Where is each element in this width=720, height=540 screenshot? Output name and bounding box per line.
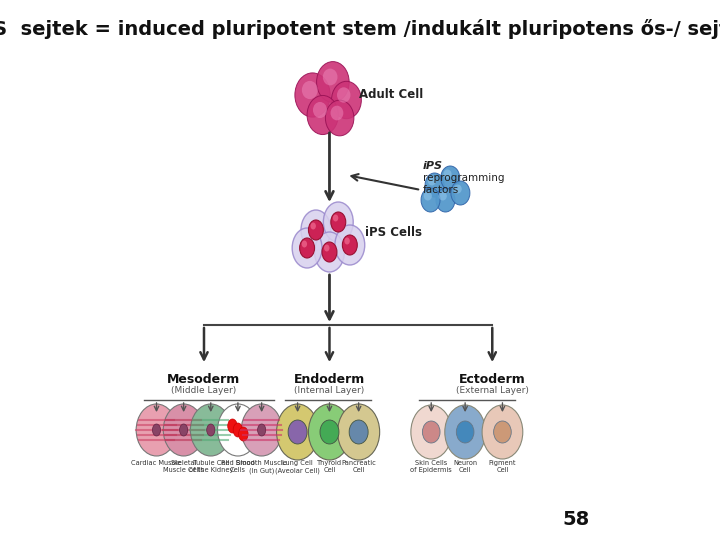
Text: Cardiac Muscle: Cardiac Muscle bbox=[131, 460, 181, 466]
Ellipse shape bbox=[241, 404, 282, 456]
Ellipse shape bbox=[190, 404, 231, 456]
Text: Thyroid
Cell: Thyroid Cell bbox=[317, 460, 342, 473]
Ellipse shape bbox=[425, 173, 444, 197]
Text: (Internal Layer): (Internal Layer) bbox=[294, 386, 364, 395]
Ellipse shape bbox=[300, 238, 315, 258]
Text: Neuron
Cell: Neuron Cell bbox=[453, 460, 477, 473]
Ellipse shape bbox=[451, 181, 470, 205]
Ellipse shape bbox=[324, 245, 330, 252]
Text: Mesoderm: Mesoderm bbox=[167, 373, 240, 386]
Text: factors: factors bbox=[423, 185, 459, 195]
Ellipse shape bbox=[330, 212, 346, 232]
Ellipse shape bbox=[335, 225, 365, 265]
Ellipse shape bbox=[421, 188, 440, 212]
Ellipse shape bbox=[301, 210, 330, 250]
Ellipse shape bbox=[344, 238, 350, 245]
Ellipse shape bbox=[295, 73, 330, 117]
Text: Adult Cell: Adult Cell bbox=[359, 89, 423, 102]
Ellipse shape bbox=[456, 421, 474, 443]
Text: Skeletal
Muscle Cells: Skeletal Muscle Cells bbox=[163, 460, 204, 473]
Ellipse shape bbox=[136, 404, 177, 456]
Text: Tubule Cell
of the Kidney: Tubule Cell of the Kidney bbox=[189, 460, 233, 473]
Ellipse shape bbox=[330, 106, 343, 120]
Ellipse shape bbox=[310, 222, 316, 230]
Ellipse shape bbox=[323, 202, 354, 242]
Ellipse shape bbox=[302, 81, 318, 99]
Ellipse shape bbox=[317, 62, 349, 103]
Circle shape bbox=[207, 424, 215, 436]
Ellipse shape bbox=[325, 100, 354, 136]
Ellipse shape bbox=[308, 220, 323, 240]
Circle shape bbox=[258, 424, 266, 436]
Text: Lung Cell
(Aveolar Cell): Lung Cell (Aveolar Cell) bbox=[275, 460, 320, 474]
Ellipse shape bbox=[331, 82, 361, 119]
Ellipse shape bbox=[322, 242, 337, 262]
Circle shape bbox=[228, 419, 237, 433]
Ellipse shape bbox=[337, 87, 351, 103]
Text: Ectoderm: Ectoderm bbox=[459, 373, 526, 386]
Ellipse shape bbox=[288, 420, 307, 444]
Ellipse shape bbox=[292, 228, 322, 268]
Ellipse shape bbox=[315, 232, 344, 272]
Ellipse shape bbox=[494, 421, 511, 443]
Circle shape bbox=[238, 427, 248, 441]
Text: 58: 58 bbox=[562, 510, 590, 529]
Text: iPS Cells: iPS Cells bbox=[366, 226, 423, 239]
Ellipse shape bbox=[411, 405, 451, 459]
Text: iPS: iPS bbox=[423, 161, 443, 171]
Ellipse shape bbox=[454, 185, 462, 193]
Ellipse shape bbox=[307, 96, 338, 134]
Text: (External Layer): (External Layer) bbox=[456, 386, 528, 395]
Text: Red Blood
Cells: Red Blood Cells bbox=[221, 460, 255, 473]
Ellipse shape bbox=[308, 404, 351, 460]
Ellipse shape bbox=[276, 404, 319, 460]
Circle shape bbox=[179, 424, 188, 436]
Text: Skin Cells
of Epidermis: Skin Cells of Epidermis bbox=[410, 460, 452, 473]
Ellipse shape bbox=[320, 420, 339, 444]
Text: Pigment
Cell: Pigment Cell bbox=[489, 460, 516, 473]
Ellipse shape bbox=[438, 192, 447, 200]
Ellipse shape bbox=[436, 188, 455, 212]
Ellipse shape bbox=[323, 69, 338, 85]
Circle shape bbox=[153, 424, 161, 436]
Text: Endoderm: Endoderm bbox=[294, 373, 365, 386]
Ellipse shape bbox=[424, 192, 432, 200]
Text: (Middle Layer): (Middle Layer) bbox=[171, 386, 237, 395]
Ellipse shape bbox=[313, 102, 327, 118]
Ellipse shape bbox=[338, 404, 379, 460]
Text: Smooth Muscle
(In Gut): Smooth Muscle (In Gut) bbox=[236, 460, 287, 474]
Ellipse shape bbox=[217, 404, 258, 456]
Ellipse shape bbox=[343, 235, 357, 255]
Ellipse shape bbox=[482, 405, 523, 459]
Ellipse shape bbox=[444, 170, 451, 179]
Ellipse shape bbox=[423, 421, 440, 443]
Text: reprogramming: reprogramming bbox=[423, 173, 505, 183]
Ellipse shape bbox=[428, 177, 436, 186]
Ellipse shape bbox=[333, 214, 338, 221]
Text: Pancreatic
Cell: Pancreatic Cell bbox=[341, 460, 376, 473]
Ellipse shape bbox=[445, 405, 485, 459]
Ellipse shape bbox=[163, 404, 204, 456]
Ellipse shape bbox=[349, 420, 368, 444]
Ellipse shape bbox=[302, 240, 307, 247]
Text: i.PS  sejtek = induced pluripotent stem /indukált pluripotens ős-/ sejtek: i.PS sejtek = induced pluripotent stem /… bbox=[0, 19, 720, 39]
Circle shape bbox=[233, 423, 243, 437]
Ellipse shape bbox=[441, 166, 459, 190]
